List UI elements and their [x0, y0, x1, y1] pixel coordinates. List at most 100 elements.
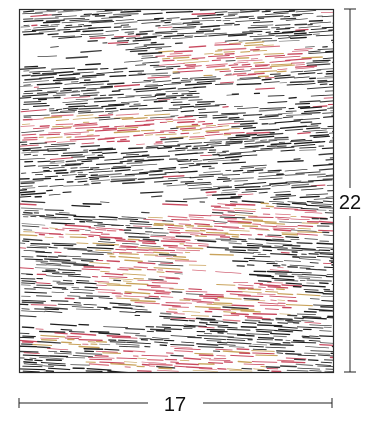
hatch-stroke: [281, 30, 306, 34]
hatch-stroke: [144, 85, 164, 87]
hatch-stroke: [95, 162, 123, 165]
hatch-stroke: [227, 34, 247, 37]
hatch-stroke: [257, 280, 272, 283]
hatch-stroke: [255, 167, 267, 169]
hatch-stroke: [170, 343, 195, 346]
hatch-stroke: [310, 122, 322, 125]
hatch-stroke: [228, 42, 243, 44]
hatch-stroke: [191, 20, 215, 22]
hatch-stroke: [126, 226, 143, 229]
hatch-stroke: [148, 295, 160, 298]
hatch-stroke: [144, 297, 161, 300]
hatch-stroke: [265, 205, 274, 208]
hatch-stroke: [222, 161, 247, 165]
hatch-stroke: [112, 165, 127, 168]
hatch-stroke: [118, 345, 140, 348]
hatch-stroke: [56, 282, 75, 284]
hatch-stroke: [265, 366, 281, 369]
hatch-stroke: [278, 40, 300, 42]
hatch-stroke: [312, 59, 331, 62]
hatch-stroke: [183, 298, 202, 301]
hatch-stroke: [299, 100, 321, 103]
hatch-stroke: [233, 61, 249, 64]
hatch-stroke: [76, 242, 89, 244]
hatch-stroke: [80, 49, 102, 53]
hatch-stroke: [81, 142, 95, 145]
hatch-stroke: [21, 225, 40, 228]
hatch-stroke: [60, 109, 77, 112]
hatch-stroke: [64, 337, 80, 340]
hatch-stroke: [19, 234, 38, 237]
hatch-stroke: [248, 138, 259, 140]
hatch-stroke: [277, 359, 295, 362]
hatch-stroke: [230, 354, 254, 358]
hatch-stroke: [55, 213, 77, 216]
hatch-stroke: [174, 347, 201, 351]
hatch-stroke: [279, 313, 291, 315]
hatch-stroke: [51, 13, 63, 16]
hatch-stroke: [242, 30, 263, 33]
hatch-stroke: [161, 109, 179, 112]
hatch-stroke: [332, 31, 334, 33]
hatch-stroke: [178, 163, 195, 165]
hatch-stroke: [30, 73, 57, 77]
hatch-stroke: [331, 346, 334, 348]
hatch-stroke: [23, 10, 35, 13]
hatch-stroke: [57, 284, 74, 286]
hatch-stroke: [232, 169, 244, 172]
hatch-stroke: [77, 110, 91, 112]
hatch-stroke: [298, 25, 321, 29]
hatch-stroke: [99, 236, 123, 239]
hatch-stroke: [34, 17, 59, 20]
hatch-stroke: [318, 229, 334, 232]
hatch-stroke: [258, 321, 273, 324]
hatch-stroke: [68, 343, 82, 346]
hatch-stroke: [19, 85, 33, 88]
hatch-stroke: [333, 348, 334, 350]
hatch-stroke: [153, 66, 166, 68]
hatch-stroke: [22, 214, 46, 217]
hatch-stroke: [285, 236, 300, 239]
hatch-stroke: [235, 54, 261, 58]
hatch-stroke: [237, 193, 254, 196]
hatch-stroke: [252, 149, 273, 152]
hatch-stroke: [22, 335, 36, 338]
hatch-stroke: [153, 267, 181, 270]
hatch-stroke: [160, 137, 184, 141]
hatch-stroke: [305, 268, 319, 271]
hatch-stroke: [20, 125, 35, 127]
hatch-stroke: [285, 352, 302, 356]
hatch-stroke: [284, 27, 295, 29]
hatch-stroke: [192, 132, 201, 134]
hatch-stroke: [39, 215, 57, 219]
hatch-stroke: [177, 59, 199, 61]
hatch-stroke: [124, 259, 143, 262]
hatch-stroke: [81, 74, 105, 77]
hatch-stroke: [155, 67, 174, 71]
hatch-stroke: [117, 339, 138, 342]
hatch-stroke: [275, 193, 292, 196]
hatch-stroke: [240, 51, 251, 53]
hatch-stroke: [51, 222, 68, 225]
hatch-stroke: [284, 128, 304, 131]
hatch-stroke: [181, 92, 200, 95]
hatch-stroke: [248, 260, 276, 263]
hatch-stroke: [196, 80, 216, 83]
hatch-stroke: [226, 333, 246, 335]
hatch-stroke: [274, 136, 289, 139]
hatch-stroke: [233, 207, 257, 210]
hatch-stroke: [149, 168, 176, 172]
hatch-stroke: [33, 25, 59, 29]
hatch-stroke: [188, 45, 207, 48]
hatch-stroke: [228, 346, 245, 348]
hatch-stroke: [135, 310, 152, 313]
hatch-stroke: [151, 281, 179, 285]
hatch-stroke: [202, 16, 221, 19]
hatch-stroke: [238, 284, 254, 287]
hatch-stroke: [51, 291, 65, 294]
hatch-stroke: [312, 163, 333, 167]
hatch-stroke: [222, 105, 229, 108]
hatch-stroke: [21, 123, 31, 125]
hatch-stroke: [72, 123, 98, 127]
hatch-stroke: [274, 330, 294, 333]
